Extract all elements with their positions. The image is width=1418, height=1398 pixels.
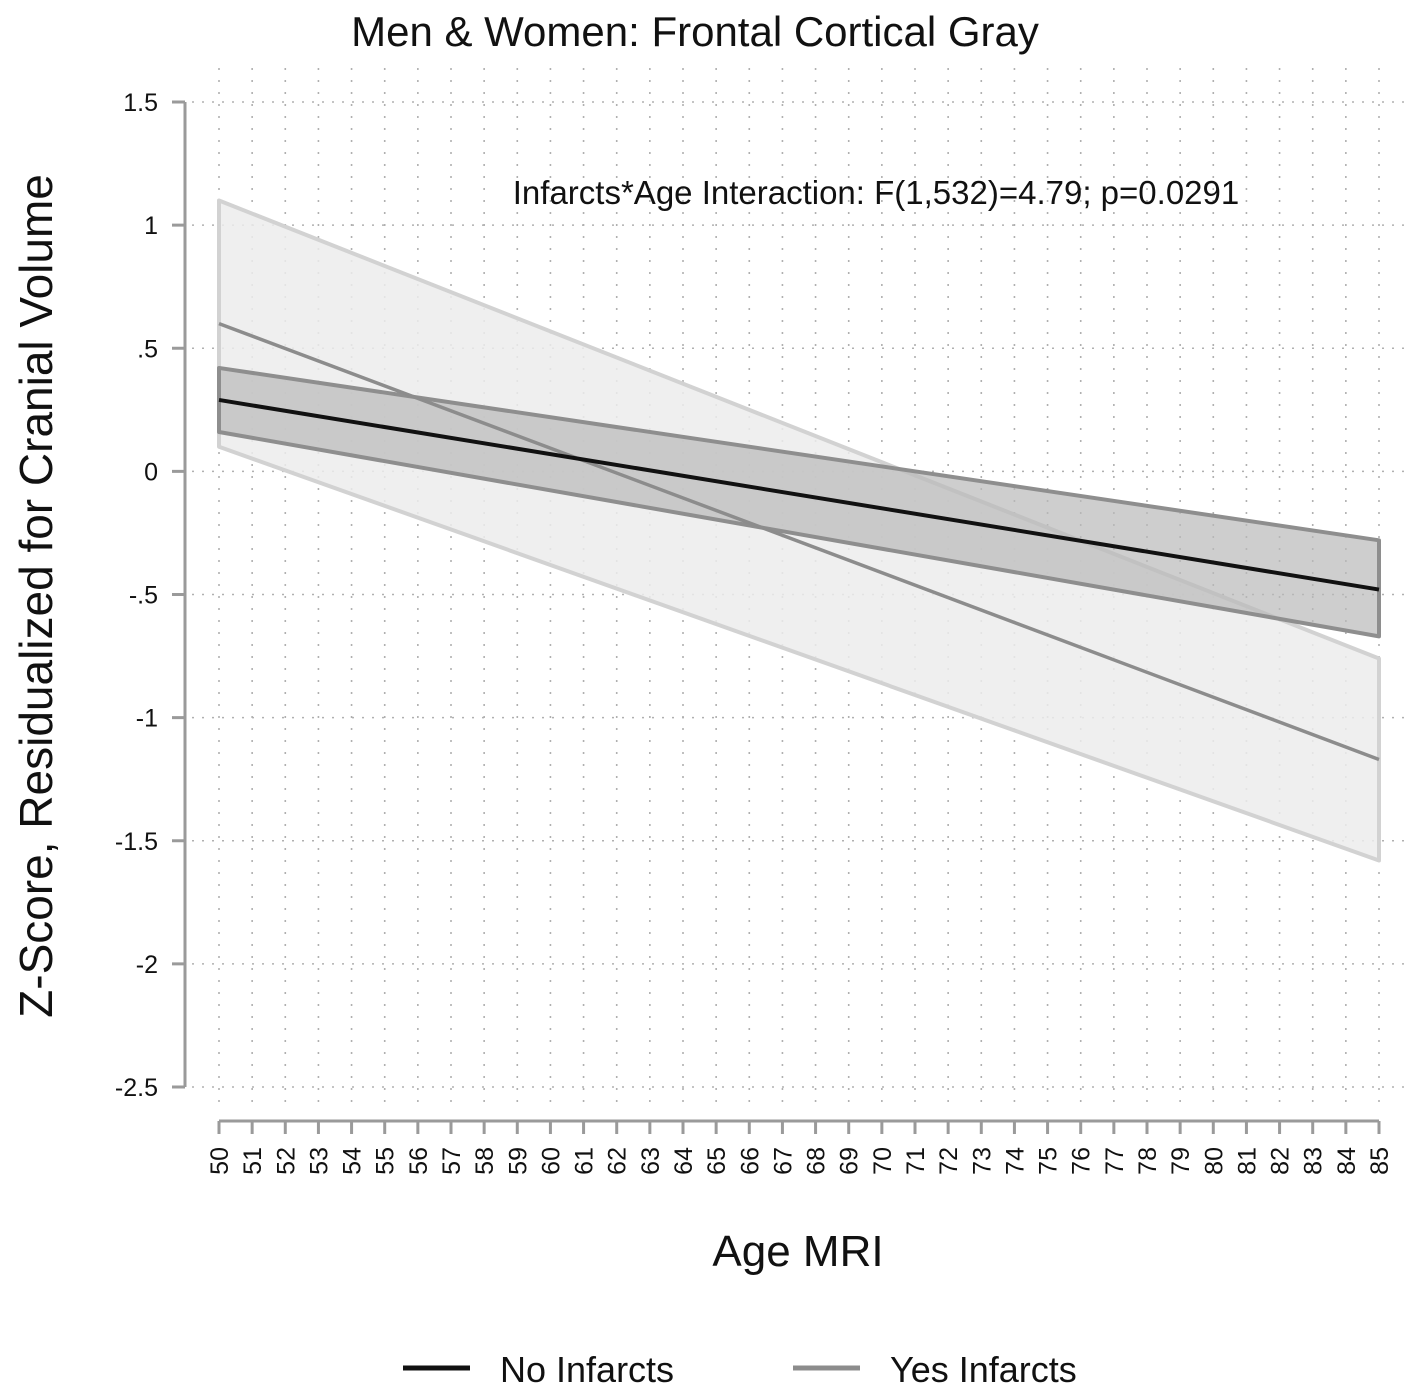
x-tick-label-66: 66 <box>736 1147 764 1175</box>
y-tick-label-1-5: 1.5 <box>123 89 158 117</box>
legend: No Infarcts Yes Infarcts <box>403 1349 1077 1390</box>
y-tick-label-0: 0 <box>144 458 158 486</box>
x-tick-label-61: 61 <box>571 1147 599 1175</box>
x-tick-label-78: 78 <box>1134 1147 1162 1175</box>
x-tick-label-52: 52 <box>272 1147 300 1175</box>
x-tick-label-56: 56 <box>405 1147 433 1175</box>
y-tick-label-1-5: -1.5 <box>115 828 158 856</box>
x-tick-label-57: 57 <box>438 1147 466 1175</box>
x-tick-label-74: 74 <box>1001 1147 1029 1175</box>
x-tick-label-82: 82 <box>1267 1147 1295 1175</box>
x-tick-label-67: 67 <box>769 1147 797 1175</box>
x-tick-label-65: 65 <box>703 1147 731 1175</box>
y-tick-label-5: -.5 <box>129 582 158 610</box>
x-tick-label-54: 54 <box>339 1147 367 1175</box>
legend-label-no-infarcts: No Infarcts <box>500 1349 674 1390</box>
x-tick-label-71: 71 <box>902 1147 930 1175</box>
x-tick-label-68: 68 <box>803 1147 831 1175</box>
x-tick-label-51: 51 <box>239 1147 267 1175</box>
x-tick-label-64: 64 <box>670 1147 698 1175</box>
x-tick-label-72: 72 <box>935 1147 963 1175</box>
x-tick-label-83: 83 <box>1300 1147 1328 1175</box>
x-tick-label-73: 73 <box>968 1147 996 1175</box>
y-tick-label-1: -1 <box>136 705 158 733</box>
x-tick-label-58: 58 <box>471 1147 499 1175</box>
x-tick-label-62: 62 <box>604 1147 632 1175</box>
x-tick-label-60: 60 <box>537 1147 565 1175</box>
y-tick-label-1: 1 <box>144 212 158 240</box>
y-tick-label-2-5: -2.5 <box>115 1074 158 1102</box>
x-tick-label-55: 55 <box>372 1147 400 1175</box>
x-tick-label-50: 50 <box>206 1147 234 1175</box>
x-tick-label-59: 59 <box>504 1147 532 1175</box>
y-axis-ticks: 1.51.50-.5-1-1.5-2-2.5 <box>115 89 185 1102</box>
x-tick-label-79: 79 <box>1167 1147 1195 1175</box>
x-tick-label-77: 77 <box>1101 1147 1129 1175</box>
x-axis-ticks: 50 51 52 53 54 55 56 57 58 59 60 61 62 63 64 65 66 67 68 69… <box>206 1121 1394 1175</box>
fit-lines <box>218 321 1380 762</box>
x-axis-label: Age MRI <box>712 1227 883 1276</box>
y-tick-label-2: -2 <box>136 951 158 979</box>
x-tick-label-81: 81 <box>1233 1147 1261 1175</box>
x-tick-label-80: 80 <box>1200 1147 1228 1175</box>
x-tick-label-69: 69 <box>836 1147 864 1175</box>
x-tick-label-85: 85 <box>1366 1147 1394 1175</box>
ci-band-no-infarcts <box>217 365 1381 639</box>
legend-label-yes-infarcts: Yes Infarcts <box>890 1349 1077 1390</box>
chart-title: Men & Women: Frontal Cortical Gray <box>351 8 1039 55</box>
y-tick-label-5: .5 <box>137 335 158 363</box>
interaction-annotation: Infarcts*Age Interaction: F(1,532)=4.79;… <box>513 174 1239 211</box>
fit-line-no-infarcts <box>218 397 1380 592</box>
x-tick-label-63: 63 <box>637 1147 665 1175</box>
x-tick-label-84: 84 <box>1333 1147 1361 1175</box>
x-tick-label-76: 76 <box>1068 1147 1096 1175</box>
fit-line-yes-infarcts <box>218 321 1380 762</box>
confidence-bands <box>217 198 1381 863</box>
y-axis-label: Z-Score, Residualized for Cranial Volume <box>10 174 62 1018</box>
x-tick-label-75: 75 <box>1035 1147 1063 1175</box>
x-tick-label-53: 53 <box>305 1147 333 1175</box>
x-tick-label-70: 70 <box>869 1147 897 1175</box>
